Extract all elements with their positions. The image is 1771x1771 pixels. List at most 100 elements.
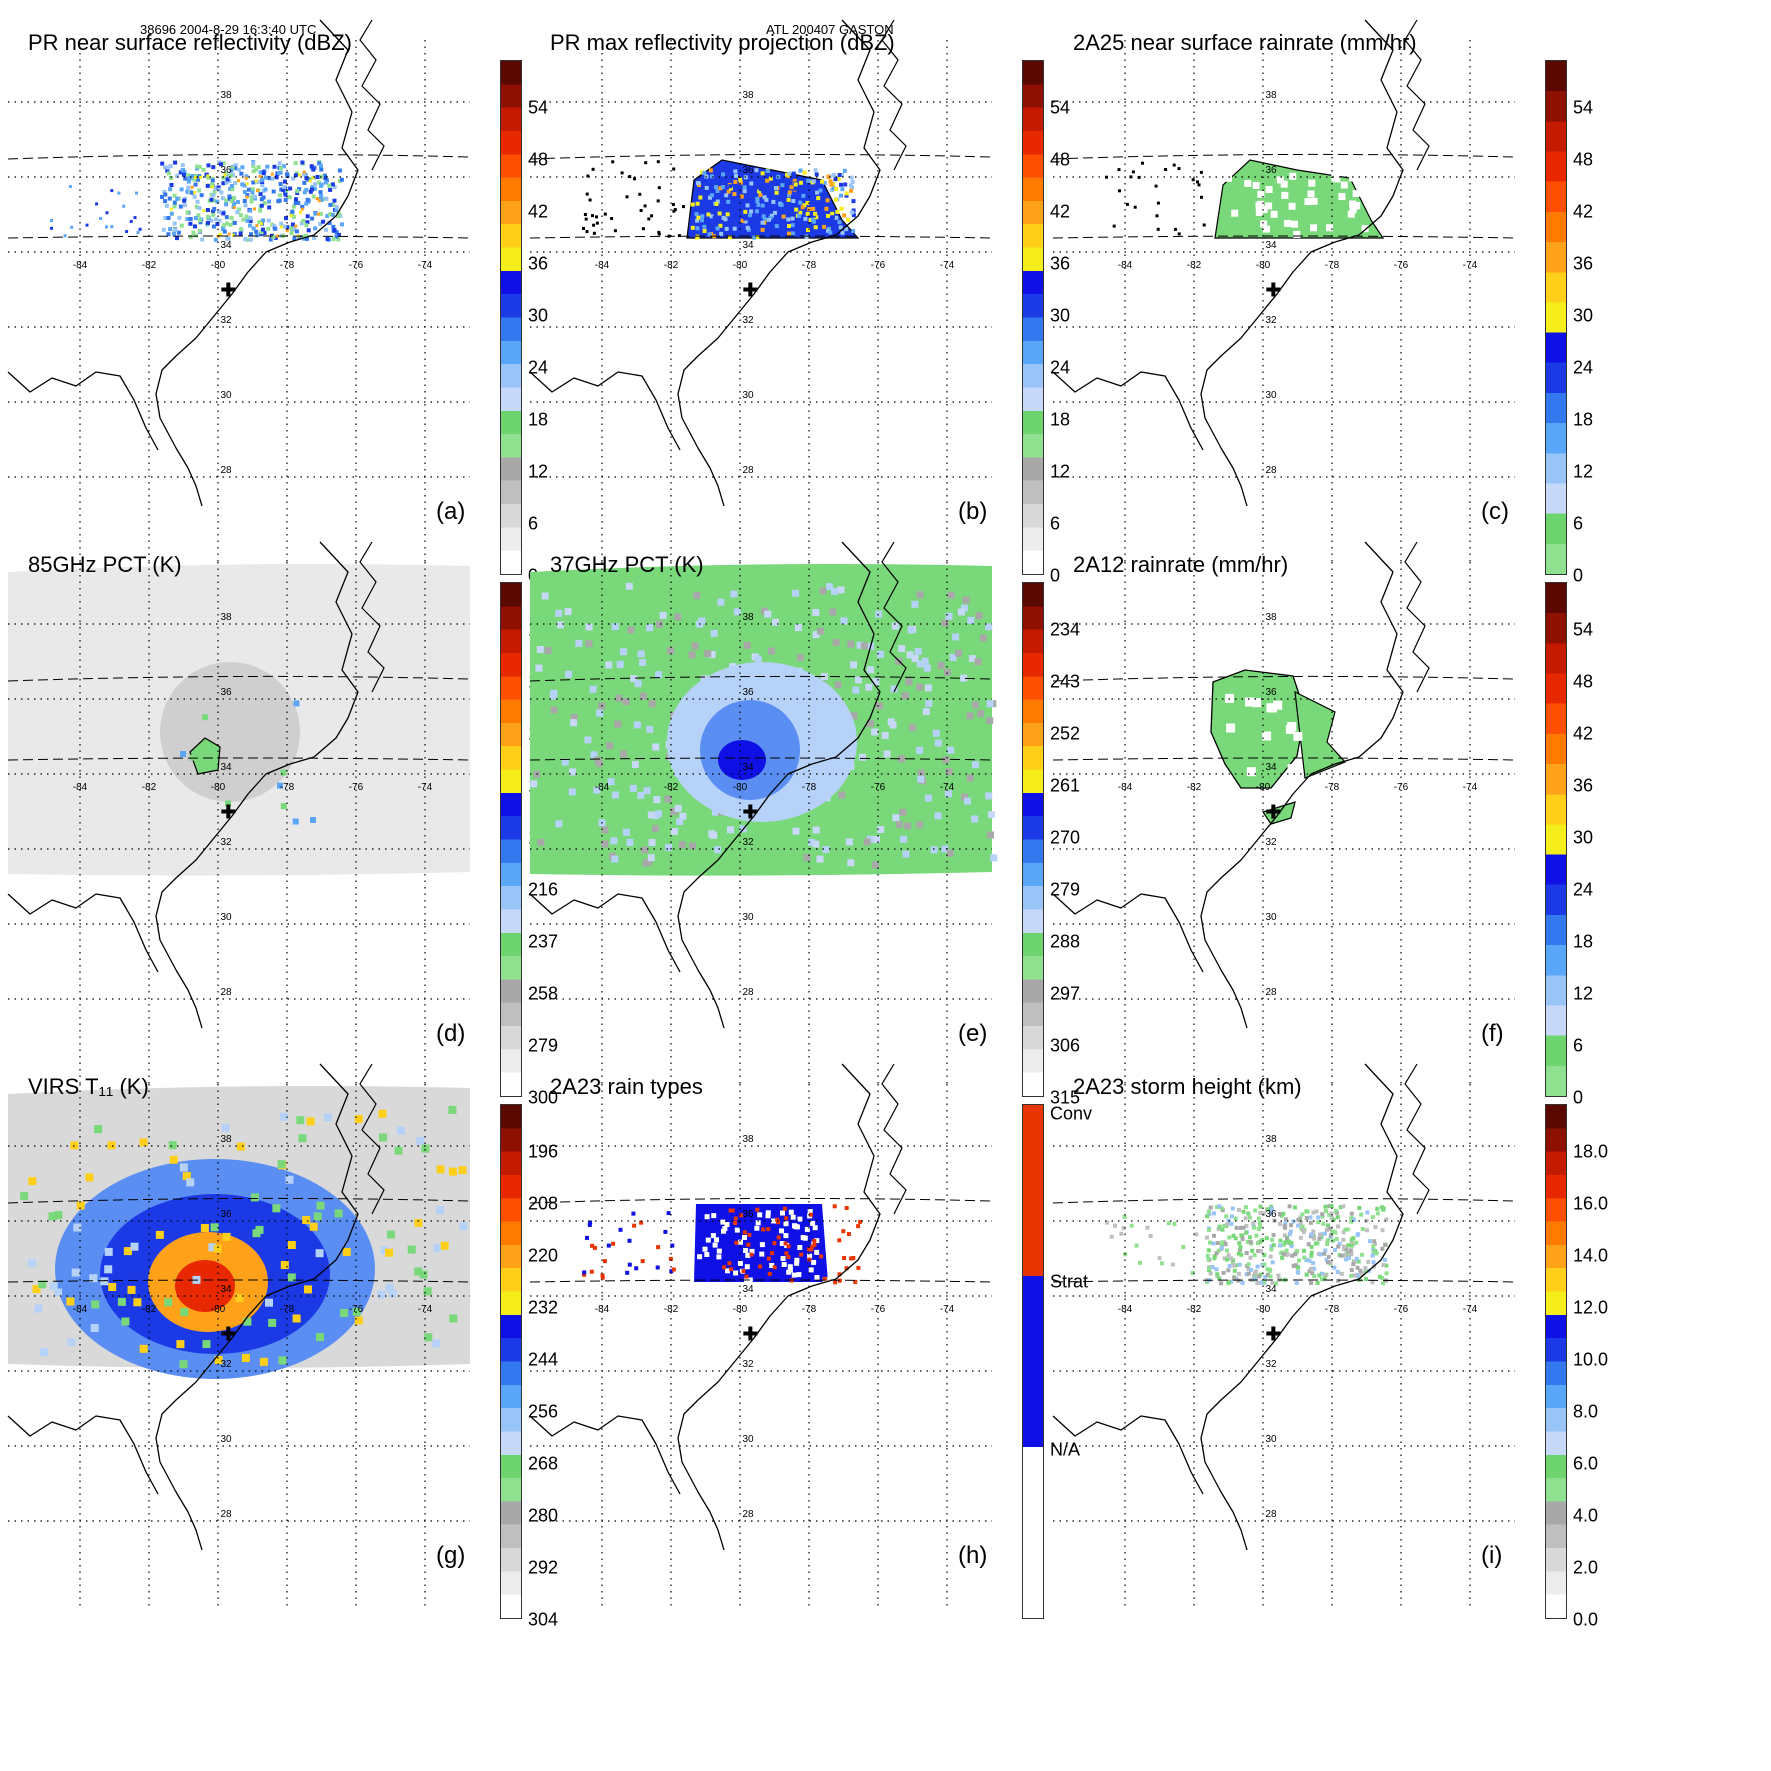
lon-label: -74 [418, 782, 433, 793]
rain-pixel [602, 1259, 607, 1264]
rain-pixel [749, 181, 754, 186]
colorbar-tick-label: 306 [1050, 1035, 1081, 1056]
rain-pixel [674, 804, 682, 812]
rain-pixel [755, 199, 760, 204]
lon-label: -82 [664, 1304, 679, 1315]
rain-pixel [1322, 1231, 1327, 1236]
lat-label: 38 [220, 612, 232, 623]
reflectivity-field [160, 160, 344, 242]
rain-pixel [742, 185, 747, 190]
rain-pixel [1241, 1209, 1246, 1214]
rain-pixel [235, 1294, 244, 1303]
rain-pixel [849, 175, 854, 180]
rain-pixel [282, 224, 287, 229]
rain-pixel [1206, 1209, 1211, 1214]
rain-pixel [1375, 1211, 1380, 1216]
coastline [677, 19, 881, 507]
rain-pixel [222, 229, 227, 234]
rain-pixel [1360, 1252, 1364, 1257]
rain-pixel [916, 683, 924, 691]
rain-pixel [812, 219, 816, 224]
lat-label: 34 [220, 240, 232, 251]
rain-pixel [1269, 1206, 1274, 1211]
lat-label: 38 [742, 612, 754, 623]
rain-pixel [266, 218, 271, 223]
rain-pixel [211, 224, 216, 229]
rain-pixel [1332, 1265, 1337, 1270]
rain-pixel [656, 160, 660, 164]
rain-pixel [806, 228, 810, 232]
rain-pixel [107, 1141, 116, 1150]
rain-pixel [251, 169, 256, 174]
rain-pixel [210, 185, 214, 189]
rain-pixel [730, 590, 738, 598]
rain-pixel [423, 1287, 432, 1296]
lat-label: 32 [1265, 837, 1277, 848]
rain-pixel [749, 209, 754, 214]
rain-pixel [583, 213, 587, 216]
colorbar-tick-label: 54 [1573, 619, 1594, 640]
rain-pixel [1283, 1225, 1288, 1230]
rain-pixel [589, 685, 597, 693]
rain-pixel [1262, 1253, 1267, 1258]
colorbar-tick-label: 18 [528, 409, 549, 430]
rain-pixel [787, 193, 791, 198]
rain-pixel [1304, 198, 1312, 206]
rain-pixel [790, 216, 795, 221]
rain-pixel [794, 1257, 800, 1263]
rain-pixel [251, 180, 256, 185]
rain-pixel [192, 194, 197, 199]
lat-label: 30 [1265, 390, 1277, 401]
rain-pixel [339, 177, 344, 182]
rain-pixel [407, 1245, 416, 1254]
rain-pixel [565, 670, 572, 678]
rain-pixel [941, 845, 949, 853]
colorbar [500, 582, 522, 1097]
rain-pixel [691, 642, 699, 650]
rain-pixel [812, 840, 820, 848]
rain-pixel [728, 184, 733, 189]
rain-pixel [723, 217, 728, 222]
rain-pixel [748, 213, 753, 218]
rain-pixel [236, 1142, 245, 1151]
rain-pixel [653, 796, 661, 804]
lon-label: -82 [664, 782, 679, 793]
rain-pixel [1273, 700, 1283, 710]
rain-pixel [1244, 1205, 1248, 1210]
rain-pixel [966, 774, 974, 782]
rain-pixel [851, 229, 856, 234]
rain-pixel [252, 194, 257, 199]
rain-pixel [1353, 1273, 1357, 1278]
rain-pixel [727, 1261, 732, 1266]
colorbar-tick-label: 243 [1050, 671, 1081, 692]
rain-pixel [875, 610, 883, 618]
rain-pixel [1244, 1251, 1249, 1255]
rain-pixel [669, 1269, 674, 1274]
rain-pixel [714, 846, 722, 854]
rain-pixel [633, 177, 636, 181]
rain-pixel [287, 195, 292, 200]
rain-pixel [792, 191, 797, 196]
rain-pixel [962, 596, 970, 604]
colorbar-tick-label: 6.0 [1573, 1453, 1599, 1474]
colorbar-tick-label: 30 [528, 305, 549, 326]
colorbar-tick-label: 18.0 [1573, 1141, 1609, 1162]
rain-pixel [787, 190, 792, 195]
rain-pixel [243, 203, 248, 208]
rain-pixel [977, 710, 985, 718]
lon-label: -82 [142, 260, 157, 271]
lat-label: 28 [1265, 1509, 1277, 1520]
rain-pixel [243, 237, 248, 241]
rain-pixel [1310, 197, 1318, 205]
rain-pixel [197, 164, 202, 169]
rain-pixel [709, 214, 714, 219]
lon-label: -80 [211, 782, 226, 793]
rain-pixel [688, 651, 696, 659]
rain-pixel [1321, 1221, 1326, 1226]
rain-pixel [711, 1213, 717, 1219]
rain-pixel [727, 235, 732, 240]
rain-pixel [986, 700, 994, 708]
rain-pixel [416, 1136, 425, 1145]
rain-pixel [814, 1249, 820, 1255]
rain-pixel [833, 1280, 838, 1285]
